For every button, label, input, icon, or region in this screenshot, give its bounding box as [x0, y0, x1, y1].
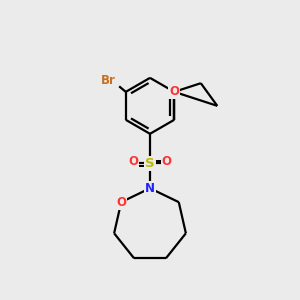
Text: Br: Br: [101, 74, 116, 87]
Text: O: O: [169, 85, 179, 98]
Text: O: O: [162, 155, 172, 168]
Text: N: N: [145, 182, 155, 195]
Text: O: O: [128, 155, 138, 168]
Text: O: O: [116, 196, 126, 208]
Text: S: S: [145, 157, 155, 170]
Text: N: N: [145, 182, 155, 195]
